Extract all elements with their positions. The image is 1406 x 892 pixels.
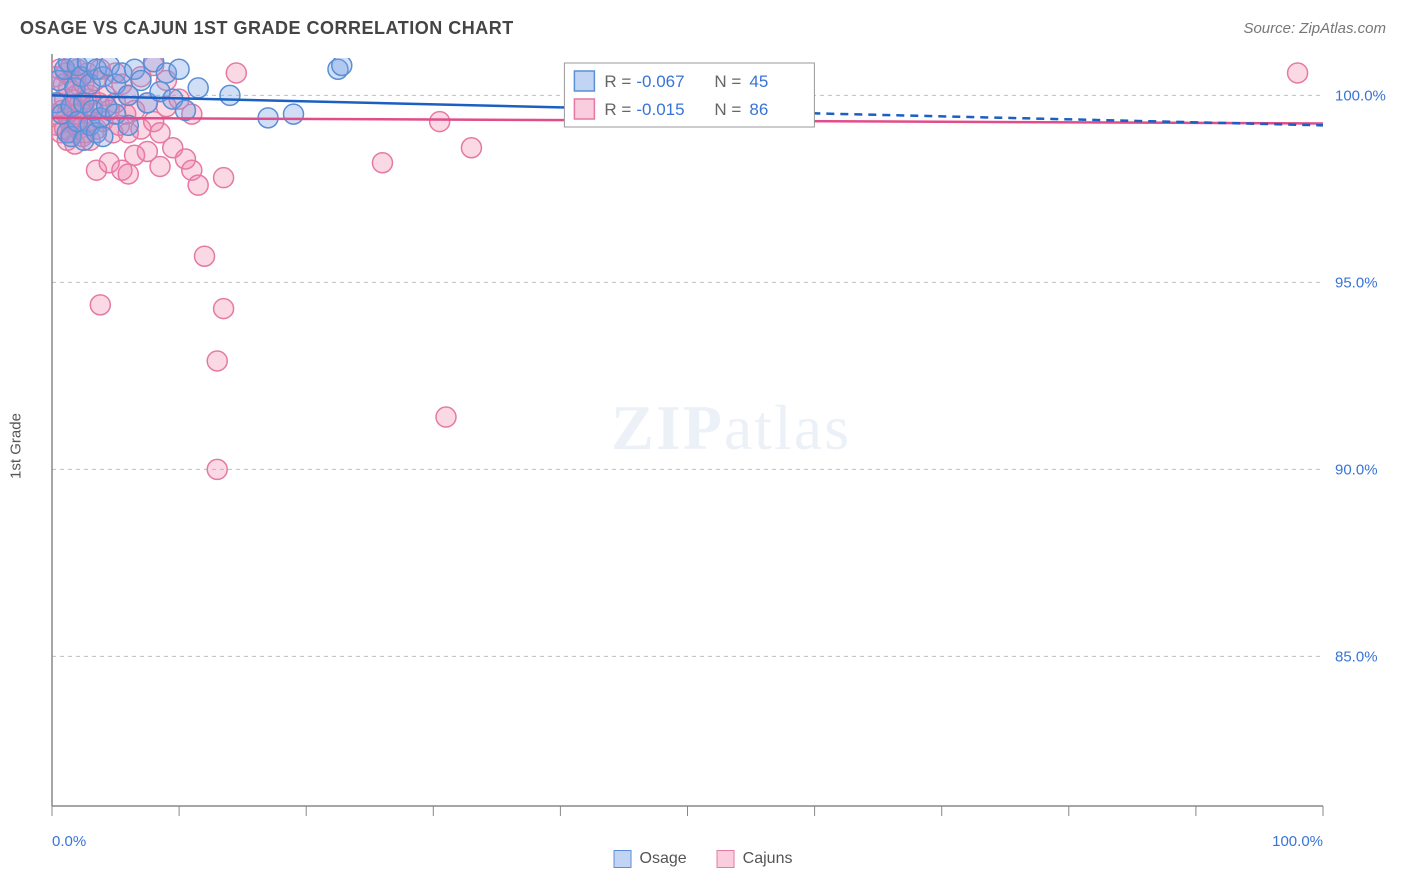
data-point [430, 112, 450, 132]
legend-r-value: -0.067 [636, 72, 684, 91]
scatter-chart: 100.0% 95.0% 90.0% 85.0% 0.0% 100.0% R = -0.067… [48, 50, 1394, 862]
legend-swatch [717, 850, 735, 868]
data-point [150, 156, 170, 176]
x-tick-label: 100.0% [1272, 833, 1323, 850]
data-point [169, 59, 189, 79]
data-point [1288, 63, 1308, 83]
stats-legend [564, 63, 814, 127]
legend-n-label: N = [714, 72, 741, 91]
data-point [372, 153, 392, 173]
legend-swatch [574, 99, 594, 119]
data-point [207, 459, 227, 479]
data-point [188, 78, 208, 98]
legend-r-value: -0.015 [636, 100, 684, 119]
legend-label: Osage [640, 850, 687, 868]
chart-header: OSAGE VS CAJUN 1ST GRADE CORRELATION CHA… [20, 18, 1386, 39]
legend-swatch [614, 850, 632, 868]
data-point [90, 295, 110, 315]
chart-title: OSAGE VS CAJUN 1ST GRADE CORRELATION CHA… [20, 18, 514, 39]
data-point [207, 351, 227, 371]
data-point [214, 168, 234, 188]
data-point [131, 70, 151, 90]
legend-swatch [574, 71, 594, 91]
y-tick-label: 95.0% [1335, 274, 1378, 291]
y-axis-label: 1st Grade [8, 413, 25, 479]
legend-n-value: 86 [749, 100, 768, 119]
data-point [226, 63, 246, 83]
legend-r-label: R = [604, 72, 631, 91]
x-tick-label: 0.0% [52, 833, 86, 850]
legend-label: Cajuns [743, 850, 793, 868]
legend-n-label: N = [714, 100, 741, 119]
legend-item: Osage [614, 850, 687, 868]
data-point [332, 55, 352, 75]
data-point [283, 104, 303, 124]
legend-n-value: 45 [749, 72, 768, 91]
y-tick-label: 85.0% [1335, 648, 1378, 665]
data-point [195, 246, 215, 266]
data-point [118, 164, 138, 184]
data-point [214, 299, 234, 319]
data-point [93, 127, 113, 147]
data-point [461, 138, 481, 158]
data-point [436, 407, 456, 427]
data-point [188, 175, 208, 195]
y-tick-label: 90.0% [1335, 461, 1378, 478]
chart-container: 100.0% 95.0% 90.0% 85.0% 0.0% 100.0% R = -0.067… [48, 50, 1394, 862]
bottom-legend: Osage Cajuns [614, 850, 793, 868]
legend-r-label: R = [604, 100, 631, 119]
legend-item: Cajuns [717, 850, 793, 868]
chart-source: Source: ZipAtlas.com [1243, 20, 1386, 37]
y-tick-label: 100.0% [1335, 87, 1386, 104]
data-point [220, 85, 240, 105]
